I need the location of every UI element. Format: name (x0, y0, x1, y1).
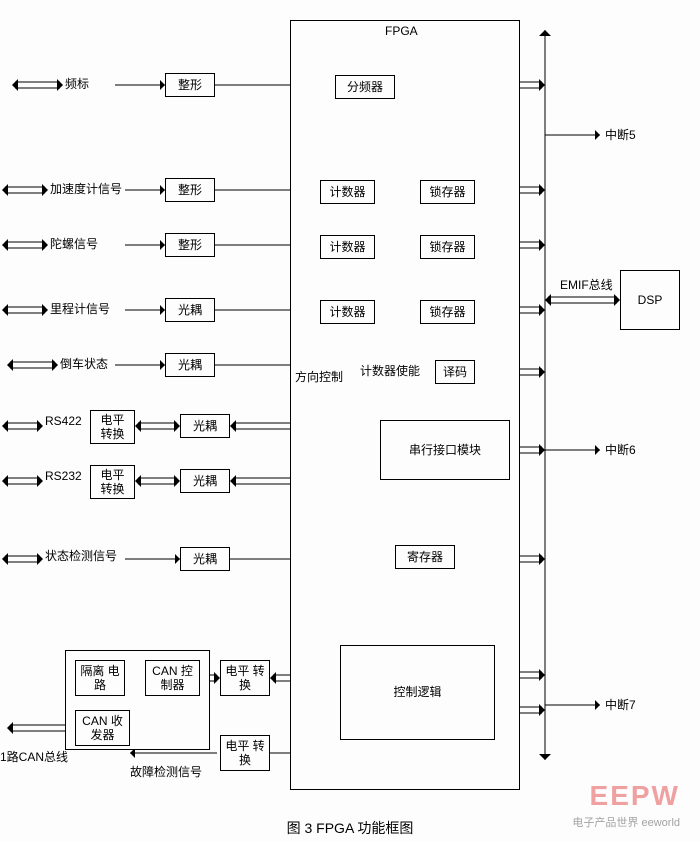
rs-coup-0: 光耦 (180, 414, 230, 438)
input-box-3: 光耦 (165, 298, 215, 322)
interrupt-1: 中断6 (605, 443, 636, 457)
can-lvl2: 电平 转换 (220, 735, 270, 771)
can-bus-label: 1路CAN总线 (0, 750, 68, 764)
emif-label: EMIF总线 (560, 278, 613, 292)
ctrl-logic: 控制逻辑 (340, 645, 495, 740)
input-box-1: 整形 (165, 178, 215, 202)
reverse-label: 倒车状态 (60, 357, 108, 371)
serial-module: 串行接口模块 (380, 420, 510, 480)
input-label-3: 里程计信号 (50, 302, 110, 316)
fpga-title: FPGA (385, 24, 418, 38)
decoder-box: 译码 (435, 360, 475, 384)
latch-1: 锁存器 (420, 180, 475, 204)
latch-2: 锁存器 (420, 235, 475, 259)
interrupt-2: 中断7 (605, 698, 636, 712)
can-ctrl: CAN 控制器 (145, 660, 200, 696)
label-freq: 频标 (65, 77, 89, 91)
watermark: EEPW (590, 780, 680, 812)
can-trx: CAN 收发器 (75, 710, 130, 746)
cnt-enable-label: 计数器使能 (360, 364, 420, 378)
state-coupler: 光耦 (180, 547, 230, 571)
input-label-1: 加速度计信号 (50, 182, 122, 196)
register-box: 寄存器 (395, 545, 455, 569)
counter-2: 计数器 (320, 235, 375, 259)
dsp-box: DSP (620, 270, 680, 330)
fault-label: 故障检测信号 (130, 765, 202, 779)
input-box-2: 整形 (165, 233, 215, 257)
can-isolate: 隔离 电路 (75, 660, 125, 696)
reverse-coupler: 光耦 (165, 353, 215, 377)
rs-label-1: RS232 (45, 469, 82, 483)
rs-lvl-0: 电平 转换 (90, 410, 135, 444)
rs-label-0: RS422 (45, 414, 82, 428)
dir-ctrl-label: 方向控制 (295, 370, 343, 384)
can-lvl1: 电平 转换 (220, 660, 270, 696)
counter-3: 计数器 (320, 300, 375, 324)
input-label-2: 陀螺信号 (50, 237, 98, 251)
rs-coup-1: 光耦 (180, 469, 230, 493)
counter-1: 计数器 (320, 180, 375, 204)
box-shape-1: 整形 (165, 73, 215, 97)
watermark-sub: 电子产品世界 eeworld (572, 814, 680, 830)
divider-box: 分频器 (335, 75, 395, 99)
latch-3: 锁存器 (420, 300, 475, 324)
rs-lvl-1: 电平 转换 (90, 465, 135, 499)
interrupt-0: 中断5 (605, 128, 636, 142)
state-detect-label: 状态检测信号 (45, 549, 117, 563)
